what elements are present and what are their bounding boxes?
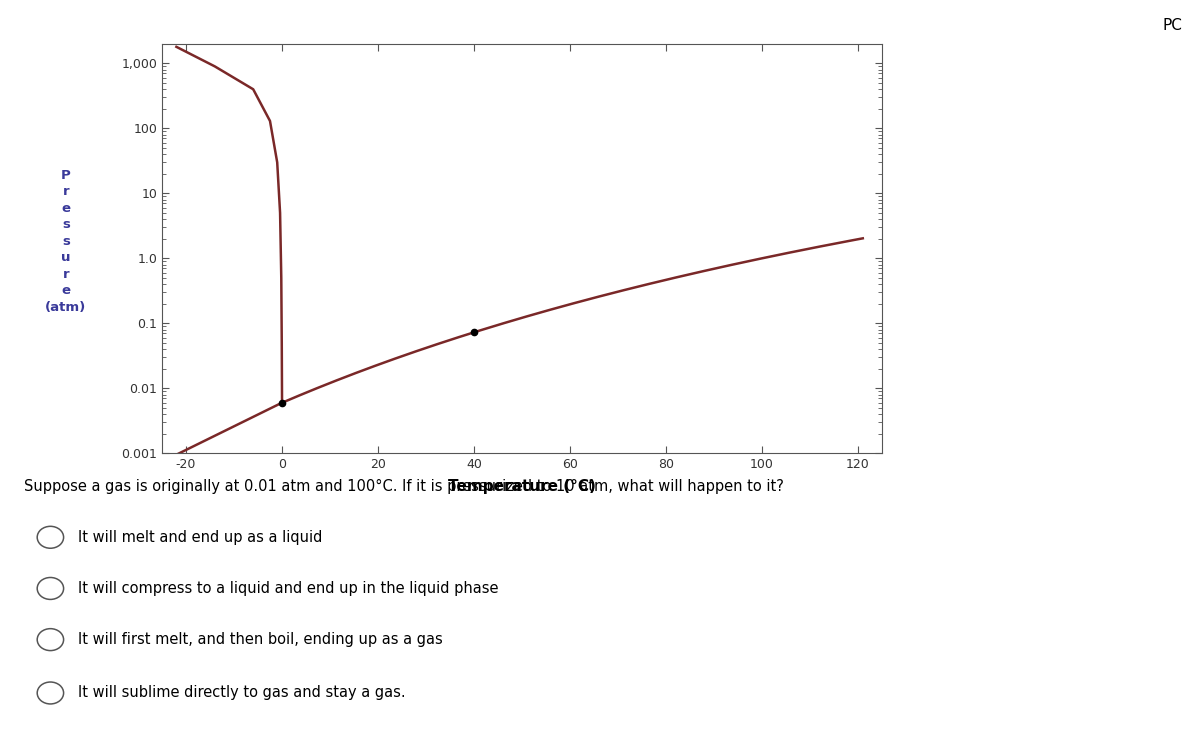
Text: It will melt and end up as a liquid: It will melt and end up as a liquid: [78, 530, 323, 545]
Text: Suppose a gas is originally at 0.01 atm and 100°C. If it is pressurized to 10 at: Suppose a gas is originally at 0.01 atm …: [24, 479, 784, 494]
Text: P
r
e
s
s
u
r
e
(atm): P r e s s u r e (atm): [46, 169, 86, 314]
Text: It will first melt, and then boil, ending up as a gas: It will first melt, and then boil, endin…: [78, 632, 443, 647]
Text: It will compress to a liquid and end up in the liquid phase: It will compress to a liquid and end up …: [78, 581, 498, 596]
Text: PC: PC: [1162, 18, 1182, 34]
Text: It will sublime directly to gas and stay a gas.: It will sublime directly to gas and stay…: [78, 686, 406, 700]
X-axis label: Temperature (°C): Temperature (°C): [448, 480, 596, 494]
